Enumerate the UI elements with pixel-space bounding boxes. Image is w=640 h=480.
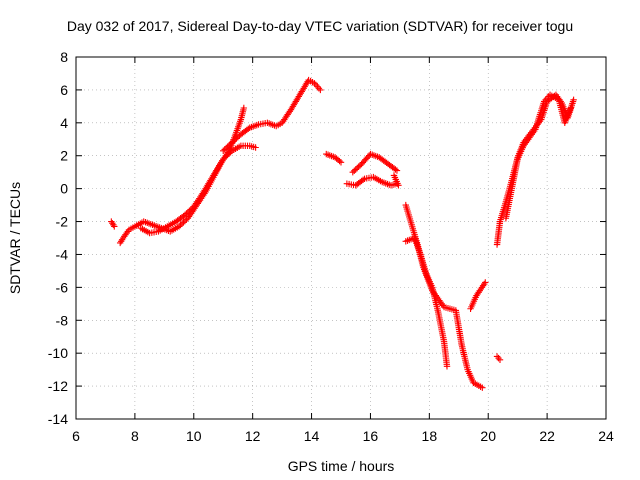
- plot-frame: [75, 56, 607, 420]
- data-point: [496, 356, 504, 363]
- data-point: [315, 85, 323, 92]
- x-tick-label: 18: [422, 428, 438, 444]
- data-point: [233, 135, 240, 142]
- x-tick-label: 24: [598, 428, 614, 444]
- x-tick-label: 10: [186, 428, 202, 444]
- y-tick-label: -8: [56, 312, 69, 328]
- data-point: [355, 163, 362, 170]
- data-point: [187, 206, 195, 213]
- data-point: [353, 164, 361, 172]
- data-point: [230, 137, 237, 145]
- y-tick-label: -12: [48, 378, 68, 394]
- data-point: [443, 363, 451, 370]
- data-point: [222, 144, 230, 152]
- data-point: [225, 142, 233, 149]
- data-point: [177, 221, 184, 229]
- data-point: [337, 159, 345, 166]
- y-tick-label: -6: [56, 279, 69, 295]
- x-tick-label: 8: [131, 428, 139, 444]
- data-points: [108, 76, 577, 391]
- y-tick-label: -10: [48, 345, 68, 361]
- y-axis-label: SDTVAR / TECUs: [7, 182, 23, 294]
- data-point: [220, 147, 227, 154]
- data-point: [224, 143, 231, 150]
- data-point: [181, 211, 189, 219]
- x-axis-label: GPS time / hours: [288, 458, 395, 474]
- data-point: [227, 140, 234, 148]
- y-tick-label: 6: [60, 82, 68, 98]
- chart-title: Day 032 of 2017, Sidereal Day-to-day VTE…: [66, 18, 574, 34]
- data-point: [392, 166, 399, 173]
- data-point: [495, 354, 502, 362]
- data-point: [482, 279, 489, 286]
- x-tick-label: 20: [480, 428, 496, 444]
- x-tick-label: 22: [539, 428, 555, 444]
- x-tick-label: 12: [245, 428, 261, 444]
- data-point: [567, 104, 574, 112]
- data-point: [395, 182, 402, 189]
- x-tick-label: 14: [304, 428, 320, 444]
- grid: [76, 57, 606, 419]
- data-point: [393, 167, 401, 174]
- data-point: [231, 136, 239, 144]
- y-tick-label: -2: [56, 214, 69, 230]
- data-point: [240, 104, 248, 112]
- x-tick-label: 16: [363, 428, 379, 444]
- y-tick-label: -4: [56, 246, 69, 262]
- y-tick-label: 0: [60, 181, 68, 197]
- data-point: [183, 210, 190, 217]
- x-tick-label: 6: [72, 428, 80, 444]
- y-tick-label: 8: [60, 49, 68, 65]
- data-point: [180, 219, 187, 226]
- data-point: [356, 162, 364, 169]
- y-tick-label: 4: [60, 115, 68, 131]
- data-point: [178, 220, 186, 227]
- data-point: [181, 217, 189, 225]
- data-point: [317, 86, 324, 94]
- data-point: [111, 223, 118, 230]
- data-point: [351, 167, 358, 175]
- data-point: [245, 125, 252, 133]
- data-point: [175, 223, 183, 230]
- data-point: [314, 83, 321, 90]
- data-point: [352, 166, 359, 173]
- data-point: [186, 207, 193, 215]
- y-tick-labels: -14 -12 -10 -8 -6 -4 -2 0 2 4 6 8: [48, 49, 68, 427]
- data-point: [234, 133, 242, 141]
- data-point: [184, 209, 192, 216]
- data-point: [479, 384, 486, 391]
- data-point: [228, 139, 236, 146]
- data-point: [359, 176, 367, 184]
- y-tick-label: 2: [60, 148, 68, 164]
- x-tick-labels: 6 8 10 12 14 16 18 20 22 24: [72, 428, 614, 444]
- axis-ticks: [75, 56, 607, 420]
- data-point: [570, 96, 577, 103]
- data-point: [336, 157, 343, 165]
- data-point: [221, 146, 228, 153]
- data-point: [349, 168, 356, 176]
- data-point: [252, 144, 259, 151]
- data-point: [493, 353, 501, 360]
- y-tick-label: -14: [48, 411, 68, 427]
